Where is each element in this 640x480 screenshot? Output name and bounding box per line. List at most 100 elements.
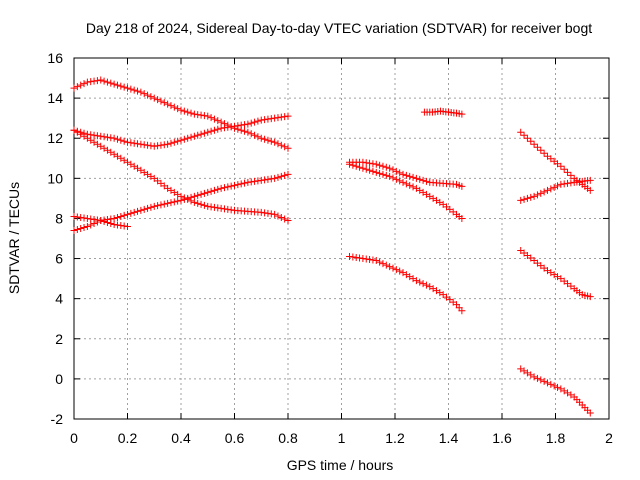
data-point xyxy=(200,189,208,197)
data-point xyxy=(537,189,545,197)
data-point xyxy=(234,181,242,189)
data-point xyxy=(396,169,404,177)
data-point xyxy=(527,193,535,201)
data-point xyxy=(100,133,108,141)
data-point xyxy=(564,168,572,176)
data-point xyxy=(281,113,289,121)
data-point xyxy=(399,178,407,186)
data-point xyxy=(150,202,158,210)
data-point xyxy=(70,226,78,234)
data-point xyxy=(372,257,380,265)
data-point xyxy=(369,256,377,264)
data-point xyxy=(346,253,354,261)
data-point xyxy=(154,202,162,210)
data-point xyxy=(231,122,238,130)
data-point xyxy=(77,224,85,232)
data-point xyxy=(567,171,575,179)
data-point xyxy=(550,382,558,390)
data-point xyxy=(352,162,360,170)
data-point xyxy=(458,214,466,222)
data-point xyxy=(274,114,282,122)
data-point xyxy=(207,203,215,211)
data-point xyxy=(543,379,551,387)
series-arc-10 xyxy=(517,128,594,194)
data-layer xyxy=(70,76,594,417)
data-point xyxy=(120,83,128,91)
data-point xyxy=(564,179,572,187)
data-point xyxy=(241,121,249,129)
data-point xyxy=(376,258,384,266)
data-point xyxy=(93,77,101,85)
data-point xyxy=(422,281,430,289)
x-axis-label: GPS time / hours xyxy=(287,457,394,473)
data-point xyxy=(90,131,98,139)
data-point xyxy=(87,78,95,86)
data-point xyxy=(103,218,111,226)
data-point xyxy=(520,195,528,203)
data-point xyxy=(359,255,367,263)
data-point xyxy=(97,76,105,84)
data-point xyxy=(200,201,208,209)
data-point xyxy=(117,82,125,90)
series-arc-2 xyxy=(70,112,292,150)
data-point xyxy=(369,167,377,175)
x-tick-label: 1.6 xyxy=(492,430,512,446)
data-point xyxy=(197,200,205,208)
data-point xyxy=(147,142,155,150)
data-point xyxy=(124,222,131,230)
data-point xyxy=(197,130,205,138)
data-point xyxy=(277,113,285,121)
data-point xyxy=(277,213,285,221)
data-point xyxy=(214,117,222,125)
data-point xyxy=(557,162,565,170)
data-point xyxy=(160,141,168,149)
data-point xyxy=(537,146,545,154)
data-point xyxy=(567,179,575,187)
data-point xyxy=(376,161,384,169)
chart-title: Day 218 of 2024, Sidereal Day-to-day VTE… xyxy=(86,20,592,36)
x-tick-label: 1.2 xyxy=(385,430,405,446)
y-tick-label: 6 xyxy=(55,251,63,267)
data-point xyxy=(83,222,91,230)
data-point xyxy=(247,178,255,186)
data-point xyxy=(187,193,195,201)
data-point xyxy=(180,135,188,143)
data-point xyxy=(167,139,175,147)
data-point xyxy=(97,132,105,140)
data-point xyxy=(520,131,528,139)
data-point xyxy=(107,79,115,87)
data-point xyxy=(409,183,417,191)
data-point xyxy=(83,214,91,222)
data-point xyxy=(113,135,121,143)
data-point xyxy=(154,142,162,150)
data-point xyxy=(554,182,562,190)
x-tick-label: 0.6 xyxy=(225,430,245,446)
data-point xyxy=(227,182,235,190)
data-point xyxy=(281,215,289,223)
data-point xyxy=(180,195,188,203)
data-point xyxy=(530,140,538,148)
data-point xyxy=(392,175,400,183)
data-point xyxy=(113,221,121,229)
y-tick-label: 14 xyxy=(47,90,63,106)
data-point xyxy=(586,409,594,417)
data-point xyxy=(170,138,178,146)
data-point xyxy=(267,210,275,218)
data-point xyxy=(134,87,142,95)
data-point xyxy=(523,194,531,202)
data-point xyxy=(422,177,430,185)
data-point xyxy=(224,205,232,213)
x-tick-label: 2 xyxy=(605,430,613,446)
data-point xyxy=(220,205,228,213)
data-point xyxy=(210,186,218,194)
data-point xyxy=(264,175,272,183)
x-tick-label: 1 xyxy=(338,430,346,446)
x-tick-label: 0.8 xyxy=(278,430,298,446)
data-point xyxy=(73,213,81,221)
data-point xyxy=(379,162,387,170)
data-point xyxy=(110,220,118,228)
data-point xyxy=(247,130,255,138)
data-point xyxy=(530,373,538,381)
x-tick-label: 0.2 xyxy=(118,430,138,446)
